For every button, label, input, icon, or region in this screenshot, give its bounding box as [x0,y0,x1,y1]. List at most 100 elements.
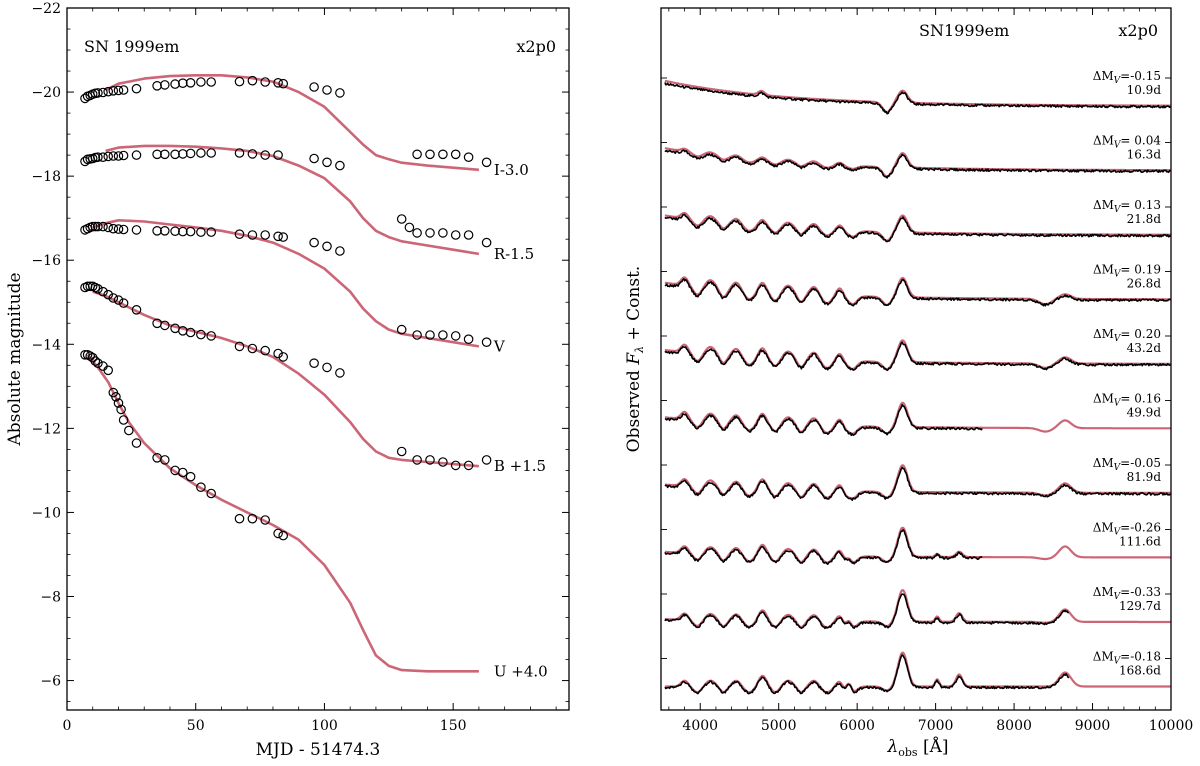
observed-point [335,88,345,98]
y-tick-label: −6 [40,674,61,690]
observed-point [113,398,124,408]
observed-point [113,151,124,161]
observed-point [234,229,245,239]
observed-point [396,324,407,335]
observed-point [309,82,319,92]
observed-point [108,151,119,161]
observed-point [247,343,258,354]
spectra-panel: 4000 5000 6000 7000 8000 9000 10000 SN1999em x… [624,7,1193,759]
epoch-label: 168.6d [1119,664,1161,678]
observed-point [131,150,142,160]
observed-point [206,488,216,499]
model-curve-0 [105,74,480,172]
observed-point [103,365,113,376]
delta-mv-label: ΔMV=-0.18 [1093,650,1161,667]
observed-point [260,230,270,240]
observed-spectrum-8 [664,593,1070,630]
observed-point [152,226,162,236]
delta-m-sub: V [1114,270,1122,280]
delta-m-value: = 0.16 [1120,392,1161,406]
observed-point [178,467,188,478]
observed-point [178,78,188,88]
x-label-lambda: λ [886,737,898,757]
delta-mv-label: ΔMV=-0.15 [1093,69,1161,86]
observed-point [160,455,170,465]
observed-point [206,227,216,237]
delta-m-symbol: ΔM [1093,585,1114,599]
observed-point [160,149,170,160]
delta-m-value: = 0.04 [1120,134,1161,148]
observed-point [425,149,435,160]
delta-mv-label: ΔMV=-0.05 [1093,456,1161,473]
observed-point [118,415,129,425]
delta-m-sub: V [1114,205,1122,215]
delta-m-symbol: ΔM [1093,134,1114,148]
observed-point [404,222,415,233]
observed-point [425,455,435,465]
band-label: I-3.0 [494,161,529,179]
delta-mv-label: ΔMV=-0.33 [1093,585,1161,602]
observed-point [90,356,101,366]
observed-point [118,150,129,161]
band-label: R-1.5 [494,245,534,263]
observed-point [196,77,206,87]
left-title: SN 1999em [84,37,179,56]
observed-spectrum-6 [664,466,1171,501]
observed-point [131,304,142,315]
epoch-label: 21.8d [1127,212,1162,226]
y-tick-label: −10 [31,505,61,521]
delta-m-sub: V [1114,141,1122,151]
observed-points [80,75,492,541]
model-spectrum-3 [664,276,1171,306]
x-tick-label: 50 [187,718,205,734]
observed-spectrum-3 [664,278,1171,307]
delta-m-sub: V [1114,592,1122,602]
observed-point [481,157,492,168]
epoch-label: 111.6d [1119,535,1161,549]
delta-m-value: = 0.13 [1120,198,1161,212]
y-label-pre: Observed [624,365,644,453]
model-spectrum-2 [664,211,1171,242]
observed-point [98,221,108,232]
observed-point [131,225,142,235]
model-curve-2 [92,219,480,348]
y-tick-label: −8 [40,590,61,606]
delta-m-sub: V [1114,76,1122,86]
observed-point [247,513,258,524]
delta-m-sub: V [1114,657,1122,667]
epoch-label: 16.3d [1127,148,1162,162]
delta-m-value: =-0.18 [1120,650,1161,664]
observed-point [335,160,345,171]
observed-point [438,330,448,340]
x-tick-label: 100 [311,718,338,734]
delta-m-value: =-0.05 [1120,456,1161,470]
epoch-label: 10.9d [1127,83,1162,97]
observed-point [206,77,216,87]
delta-m-sub: V [1114,334,1122,344]
observed-point [98,152,108,162]
observed-point [412,455,422,465]
observed-point [108,223,119,234]
observed-point [124,425,134,436]
model-spectrum-1 [664,147,1171,178]
observed-point [438,457,448,467]
y-tick-label: −14 [31,337,61,353]
x-tick-label: 8000 [996,718,1032,734]
observed-point [206,331,216,341]
observed-point [463,334,474,344]
observed-point [98,87,108,98]
observed-point [103,222,113,233]
y-label-f: F [624,352,644,366]
observed-point [481,237,492,248]
band-label: B +1.5 [494,457,546,475]
observed-point [116,404,126,415]
delta-m-symbol: ΔM [1093,456,1114,470]
observed-point [80,93,90,104]
observed-point [108,293,119,303]
observed-point [206,148,216,158]
observed-point [113,85,124,96]
delta-m-symbol: ΔM [1093,327,1114,341]
delta-m-value: =-0.15 [1120,69,1161,83]
observed-point [309,237,319,248]
